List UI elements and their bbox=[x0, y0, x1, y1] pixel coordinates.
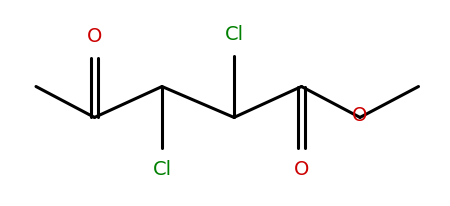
Text: O: O bbox=[352, 106, 368, 125]
Text: O: O bbox=[87, 27, 102, 46]
Text: O: O bbox=[294, 160, 309, 179]
Text: Cl: Cl bbox=[225, 25, 243, 44]
Text: Cl: Cl bbox=[153, 160, 171, 179]
